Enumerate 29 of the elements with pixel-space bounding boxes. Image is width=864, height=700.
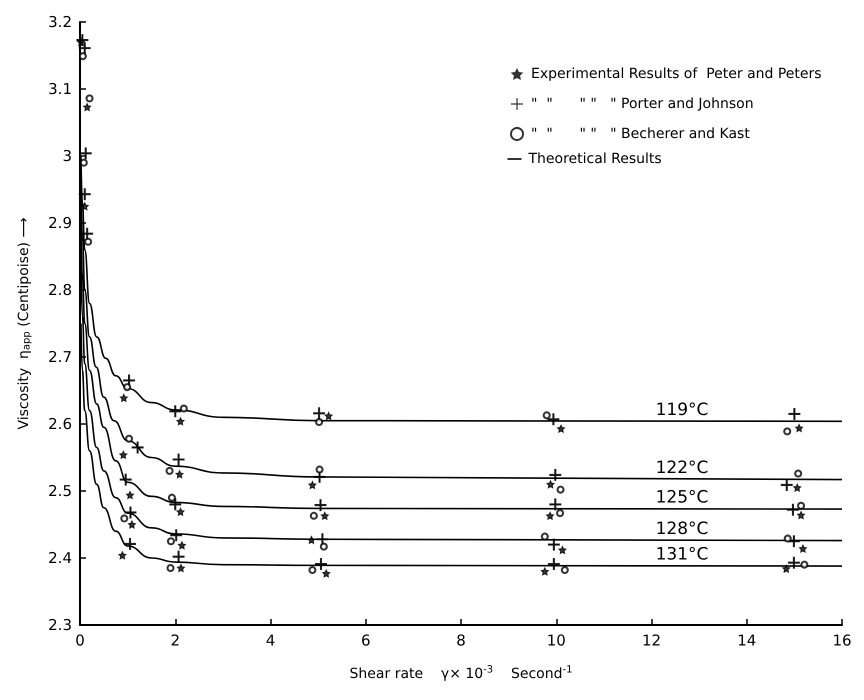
y-tick-label: 2.9 [48, 214, 72, 232]
y-tick-label: 2.6 [48, 415, 72, 433]
y-tick-label: 2.8 [48, 281, 72, 299]
y-axis-title: Viscosity ηapp (Centipoise) ⟶ [16, 217, 32, 430]
x-tick-label: 0 [75, 632, 85, 650]
y-tick-label: 3 [62, 147, 72, 165]
x-tick-label: 2 [170, 632, 180, 650]
x-tick-label: 12 [642, 632, 662, 650]
y-tick-label: 3.1 [48, 80, 72, 98]
x-tick-label: 4 [266, 632, 276, 650]
x-tick-label: 8 [456, 632, 466, 650]
legend-label: " " " " " Porter and Johnson [531, 96, 754, 112]
y-tick-label: 2.3 [48, 616, 72, 634]
x-tick-label: 6 [360, 632, 371, 650]
annotation: Theoretical Results [528, 151, 662, 167]
y-tick-label: 2.7 [48, 348, 72, 366]
x-tick-label: 16 [832, 632, 852, 650]
series-label: 119°C [656, 400, 708, 420]
series-label: 122°C [656, 458, 708, 478]
series-label: 131°C [656, 544, 708, 565]
y-tick-label: 2.4 [48, 549, 72, 567]
y-tick-label: 2.5 [48, 482, 72, 500]
x-tick-label: 14 [737, 632, 756, 650]
y-tick-label: 3.2 [48, 13, 72, 31]
x-tick-label: 10 [546, 632, 566, 650]
series-label: 128°C [656, 519, 708, 540]
legend-label: Experimental Results of Peter and Peters [531, 66, 822, 82]
legend-label: " " " " " Becherer and Kast [531, 126, 750, 142]
series-label: 125°C [656, 488, 708, 508]
